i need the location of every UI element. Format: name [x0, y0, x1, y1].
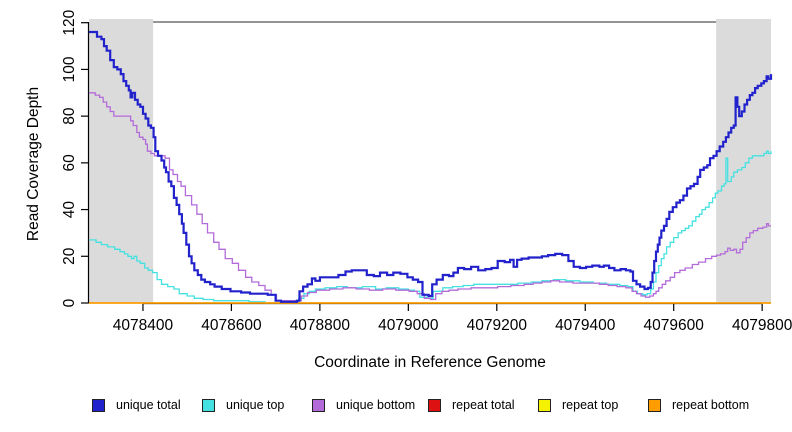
legend-swatch-repeat-top: [538, 398, 551, 412]
y-tick-label: 60: [61, 154, 78, 172]
legend-item-unique-bottom: unique bottom: [312, 397, 415, 413]
legend-item-unique-total: unique total: [92, 397, 181, 413]
x-tick-label: 4079600: [644, 317, 705, 334]
x-tick-label: 4079200: [467, 317, 528, 334]
legend-swatch-unique-total: [92, 398, 105, 412]
legend-label-unique-top: unique top: [226, 398, 285, 412]
legend-label-repeat-top: repeat top: [562, 398, 619, 412]
legend-label-unique-total: unique total: [116, 398, 181, 412]
legend-item-unique-top: unique top: [202, 397, 284, 413]
x-tick-label: 4079400: [555, 317, 616, 334]
y-axis-title: Read Coverage Depth: [25, 86, 42, 242]
legend-swatch-repeat-total: [428, 398, 441, 412]
series-line-unique-total: [89, 30, 773, 303]
y-tick-label: 120: [61, 9, 78, 35]
legend-label-repeat-bottom: repeat bottom: [672, 398, 750, 412]
legend-swatch-unique-bottom: [312, 398, 325, 412]
x-tick-label: 4079800: [732, 317, 792, 334]
x-tick-label: 4078400: [113, 317, 174, 334]
legend-label-repeat-total: repeat total: [452, 398, 515, 412]
y-tick-label: 20: [61, 247, 78, 265]
legend-item-repeat-bottom: repeat bottom: [648, 397, 749, 413]
legend-item-repeat-top: repeat top: [538, 397, 618, 413]
legend-label-unique-bottom: unique bottom: [336, 398, 416, 412]
legend-swatch-unique-top: [202, 398, 215, 412]
legend-item-repeat-total: repeat total: [428, 397, 515, 413]
shaded-region-left: [89, 19, 154, 303]
x-tick-label: 4079000: [378, 317, 439, 334]
legend-swatch-repeat-bottom: [648, 398, 661, 412]
x-tick-label: 4078600: [201, 317, 262, 334]
shaded-region-right: [716, 19, 771, 303]
y-tick-label: 100: [61, 56, 78, 82]
y-tick-label: 80: [61, 107, 78, 125]
x-axis-title: Coordinate in Reference Genome: [314, 354, 546, 371]
y-tick-label: 40: [61, 201, 78, 219]
x-tick-label: 4078800: [290, 317, 351, 334]
series-line-unique-bottom: [89, 92, 771, 302]
y-tick-label: 0: [61, 298, 78, 307]
legend: unique total unique top unique bottom repea…: [0, 397, 792, 417]
